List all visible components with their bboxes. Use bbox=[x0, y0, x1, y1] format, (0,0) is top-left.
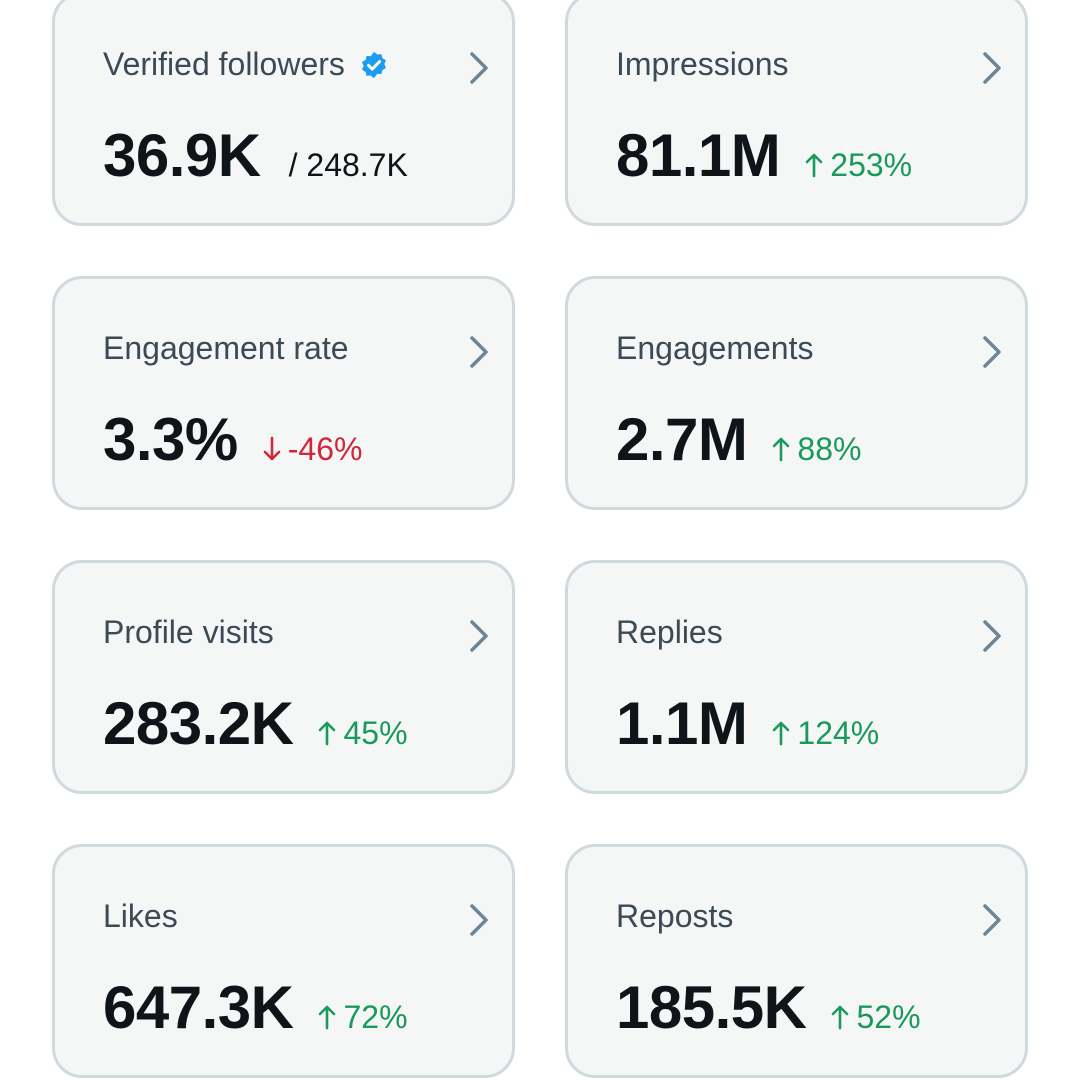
chevron-right-icon[interactable] bbox=[981, 619, 1003, 653]
card-value: 283.2K bbox=[103, 690, 294, 757]
change-indicator: 88% bbox=[771, 431, 861, 468]
card-value-row: 2.7M 88% bbox=[616, 405, 861, 474]
card-replies[interactable]: Replies 1.1M 124% bbox=[565, 560, 1028, 794]
card-value: 81.1M bbox=[616, 122, 781, 189]
change-value: 72% bbox=[343, 999, 408, 1035]
card-likes[interactable]: Likes 647.3K 72% bbox=[52, 844, 515, 1078]
card-value-row: 36.9K / 248.7K bbox=[103, 121, 408, 190]
change-indicator: -46% bbox=[262, 431, 363, 468]
card-impressions[interactable]: Impressions 81.1M 253% bbox=[565, 0, 1028, 226]
change-indicator: 52% bbox=[830, 999, 921, 1036]
card-value-row: 81.1M 253% bbox=[616, 121, 912, 190]
change-value: 52% bbox=[856, 999, 921, 1035]
change-value: 88% bbox=[797, 431, 862, 467]
arrow-up-icon bbox=[773, 721, 790, 746]
chevron-right-icon[interactable] bbox=[468, 51, 490, 85]
change-indicator: 72% bbox=[317, 999, 408, 1036]
change-value: 124% bbox=[797, 715, 880, 751]
card-label-row: Verified followers bbox=[103, 46, 389, 83]
arrow-up-icon bbox=[319, 721, 336, 746]
card-value-row: 283.2K 45% bbox=[103, 689, 408, 758]
change-value: -46% bbox=[287, 431, 363, 467]
arrow-up-icon bbox=[832, 1005, 849, 1030]
change-indicator: 45% bbox=[317, 715, 408, 752]
card-label: Likes bbox=[103, 898, 178, 934]
card-value: 2.7M bbox=[616, 406, 748, 473]
card-profile-visits[interactable]: Profile visits 283.2K 45% bbox=[52, 560, 515, 794]
card-label: Engagements bbox=[616, 330, 814, 366]
change-value: 45% bbox=[343, 715, 408, 751]
card-verified-followers[interactable]: Verified followers 36.9K / 248.7K bbox=[52, 0, 515, 226]
chevron-right-icon[interactable] bbox=[981, 335, 1003, 369]
card-value-row: 647.3K 72% bbox=[103, 973, 408, 1042]
card-label: Engagement rate bbox=[103, 330, 349, 366]
arrow-up-icon bbox=[773, 437, 790, 462]
card-label: Profile visits bbox=[103, 614, 274, 650]
chevron-right-icon[interactable] bbox=[468, 903, 490, 937]
card-value-row: 185.5K 52% bbox=[616, 973, 921, 1042]
card-value: 3.3% bbox=[103, 406, 238, 473]
chevron-right-icon[interactable] bbox=[981, 51, 1003, 85]
change-indicator: 253% bbox=[804, 147, 912, 184]
card-engagements[interactable]: Engagements 2.7M 88% bbox=[565, 276, 1028, 510]
analytics-card-grid: Verified followers 36.9K / 248.7K Impres… bbox=[52, 0, 1028, 1078]
arrow-down-icon bbox=[263, 436, 281, 461]
card-reposts[interactable]: Reposts 185.5K 52% bbox=[565, 844, 1028, 1078]
chevron-right-icon[interactable] bbox=[468, 335, 490, 369]
change-value: 253% bbox=[830, 147, 913, 183]
card-value: 1.1M bbox=[616, 690, 748, 757]
card-value-row: 1.1M 124% bbox=[616, 689, 879, 758]
card-value-row: 3.3% -46% bbox=[103, 405, 362, 474]
arrow-up-icon bbox=[805, 153, 823, 178]
chevron-right-icon[interactable] bbox=[468, 619, 490, 653]
card-label: Impressions bbox=[616, 46, 789, 82]
change-indicator: 124% bbox=[771, 715, 879, 752]
card-total: / 248.7K bbox=[288, 147, 408, 183]
card-label: Verified followers bbox=[103, 46, 345, 82]
verified-badge-icon bbox=[361, 51, 386, 78]
card-value: 647.3K bbox=[103, 974, 294, 1041]
chevron-right-icon[interactable] bbox=[981, 903, 1003, 937]
card-label: Replies bbox=[616, 614, 723, 650]
card-engagement-rate[interactable]: Engagement rate 3.3% -46% bbox=[52, 276, 515, 510]
card-label: Reposts bbox=[616, 898, 734, 934]
card-value: 185.5K bbox=[616, 974, 807, 1041]
arrow-up-icon bbox=[319, 1005, 336, 1030]
card-value: 36.9K bbox=[103, 122, 261, 189]
